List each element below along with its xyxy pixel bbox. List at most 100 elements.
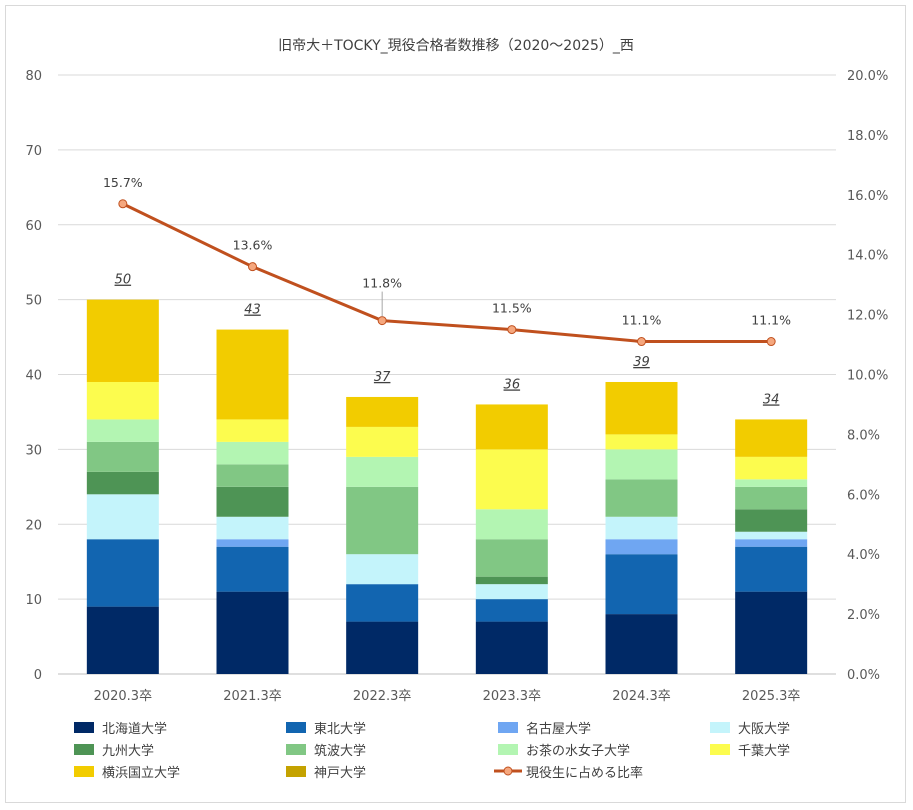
bar-segment [605, 434, 678, 450]
legend-swatch [286, 744, 306, 755]
bar-segment [86, 494, 159, 540]
bar-segment [735, 546, 808, 592]
bar-segment [735, 456, 808, 480]
bar-segment [216, 441, 289, 465]
bar-segment [346, 621, 419, 674]
bar-segment [475, 599, 548, 622]
legend-label: 名古屋大学 [526, 721, 591, 737]
bar-segment [216, 419, 289, 442]
bar-segment [735, 486, 808, 510]
x-tick-label: 2024.3卒 [612, 689, 671, 704]
bar-segment [735, 591, 808, 674]
bar-segment [605, 554, 678, 615]
bar-segment [86, 539, 159, 607]
y-right-tick: 4.0% [847, 548, 880, 563]
right-axis-ticks: 0.0% 2.0% 4.0% 6.0% 8.0% 10.0% 12.0% 14.0% 16.0%… [847, 69, 888, 683]
x-tick-label: 2020.3卒 [94, 689, 153, 704]
bar-total-label: 34 [763, 392, 780, 407]
y-left-tick: 20 [25, 518, 42, 533]
legend-label: 神戸大学 [314, 765, 366, 781]
ratio-line-path [122, 202, 772, 344]
bar-segment [346, 584, 419, 622]
y-right-tick: 18.0% [847, 129, 888, 144]
ratio-point [637, 337, 646, 347]
bar-segment [216, 516, 289, 540]
bar-segment [216, 539, 289, 547]
y-left-tick: 50 [25, 294, 42, 309]
x-axis-labels: 2020.3卒 2021.3卒 2022.3卒 2023.3卒 2024.3卒 2025.… [94, 689, 801, 704]
stacked-bars [86, 299, 808, 674]
bar-segment [216, 546, 289, 592]
bar-total-label: 39 [633, 355, 650, 370]
legend-label: お茶の水女子大学 [526, 743, 630, 759]
bar-segment [86, 299, 159, 382]
y-left-tick: 40 [25, 369, 42, 384]
legend-label: 大阪大学 [738, 721, 790, 737]
bar-segment [86, 381, 159, 420]
legend-label: 千葉大学 [738, 743, 790, 759]
bar-segment [475, 584, 548, 600]
gridlines [58, 74, 836, 675]
y-left-tick: 60 [25, 219, 42, 234]
bar-segment [346, 396, 419, 427]
y-right-tick: 6.0% [847, 488, 880, 503]
ratio-label: 11.8% [362, 276, 402, 291]
bar-segment [216, 591, 289, 674]
legend-swatch [710, 744, 730, 755]
bar-segment [86, 606, 159, 674]
bar-segment [346, 456, 419, 487]
bar-segment [346, 426, 419, 457]
bar-segment [475, 449, 548, 510]
bar-segment [605, 539, 678, 555]
legend-swatch [74, 722, 94, 733]
bar-segment [475, 539, 548, 577]
ratio-point [248, 262, 257, 272]
legend-swatch [74, 744, 94, 755]
bar-segment [475, 509, 548, 540]
y-right-tick: 20.0% [847, 69, 888, 84]
legend-swatch [710, 722, 730, 733]
ratio-label: 15.7% [103, 175, 143, 190]
y-right-tick: 14.0% [847, 249, 888, 264]
bar-segment [346, 554, 419, 585]
bar-segment [735, 539, 808, 547]
left-axis-ticks: 0 10 20 30 40 50 60 70 80 [25, 69, 42, 683]
chart-title: 旧帝大＋TOCKY_現役合格者数推移（2020～2025）_西 [278, 38, 634, 54]
y-left-tick: 80 [25, 69, 42, 84]
legend-label: 横浜国立大学 [102, 765, 180, 781]
bar-total-label: 50 [115, 273, 132, 288]
x-tick-label: 2021.3卒 [223, 689, 282, 704]
legend-swatch [498, 744, 518, 755]
y-left-tick: 10 [25, 593, 42, 608]
bar-segment [86, 419, 159, 442]
x-tick-label: 2025.3卒 [742, 689, 801, 704]
ratio-point [118, 199, 128, 209]
legend-label: 筑波大学 [314, 743, 366, 759]
ratio-line: 15.7% 13.6% 11.8% 11.5% 11.1% 11.1% [103, 175, 791, 347]
bar-segment [605, 516, 678, 540]
y-right-tick: 2.0% [847, 608, 880, 623]
y-left-tick: 0 [34, 668, 42, 683]
legend-swatch [286, 766, 306, 777]
ratio-label: 11.1% [622, 313, 662, 328]
legend-swatch [498, 722, 518, 733]
ratio-point [377, 316, 387, 326]
bar-segment [475, 576, 548, 585]
y-right-tick: 10.0% [847, 369, 888, 384]
legend-label: 九州大学 [102, 743, 154, 759]
chart-frame: 旧帝大＋TOCKY_現役合格者数推移（2020～2025）_西 0 10 20 30 4… [5, 5, 906, 803]
bar-segment [735, 419, 808, 457]
bar-total-label: 43 [244, 303, 261, 318]
ratio-point [507, 325, 517, 335]
bar-segment [86, 471, 159, 495]
x-tick-label: 2022.3卒 [353, 689, 412, 704]
legend-swatch [74, 766, 94, 777]
bar-segment [346, 486, 419, 555]
bar-total-label: 36 [504, 377, 521, 392]
y-right-tick: 8.0% [847, 428, 880, 443]
legend-label: 東北大学 [314, 721, 366, 737]
bar-segment [475, 404, 548, 450]
bar-segment [86, 441, 159, 472]
bar-totals: 50 43 37 36 39 34 [115, 273, 780, 408]
bar-segment [216, 329, 289, 420]
